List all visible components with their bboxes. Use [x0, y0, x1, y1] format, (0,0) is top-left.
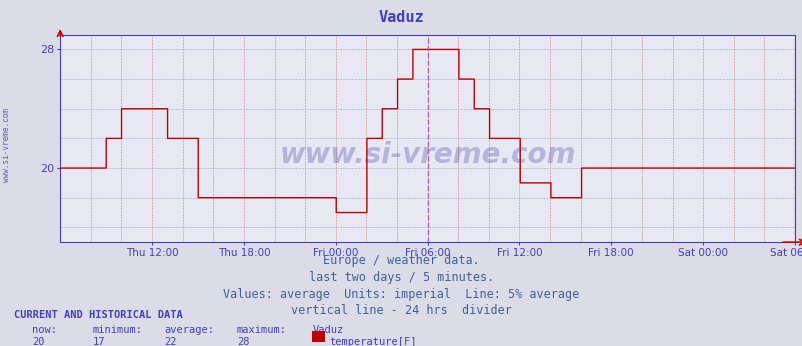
- Text: Vaduz: Vaduz: [313, 325, 344, 335]
- Text: www.si-vreme.com: www.si-vreme.com: [2, 108, 11, 182]
- Text: average:: average:: [164, 325, 214, 335]
- Text: Europe / weather data.: Europe / weather data.: [322, 254, 480, 267]
- Text: temperature[F]: temperature[F]: [329, 337, 416, 346]
- Text: CURRENT AND HISTORICAL DATA: CURRENT AND HISTORICAL DATA: [14, 310, 183, 320]
- Text: last two days / 5 minutes.: last two days / 5 minutes.: [309, 271, 493, 284]
- Text: Values: average  Units: imperial  Line: 5% average: Values: average Units: imperial Line: 5%…: [223, 288, 579, 301]
- Text: minimum:: minimum:: [92, 325, 142, 335]
- Text: now:: now:: [32, 325, 57, 335]
- Text: maximum:: maximum:: [237, 325, 286, 335]
- Text: 22: 22: [164, 337, 177, 346]
- Text: www.si-vreme.com: www.si-vreme.com: [279, 141, 575, 169]
- Text: 17: 17: [92, 337, 105, 346]
- Text: 28: 28: [237, 337, 249, 346]
- Text: vertical line - 24 hrs  divider: vertical line - 24 hrs divider: [290, 304, 512, 317]
- Text: Vaduz: Vaduz: [379, 10, 423, 25]
- Text: 20: 20: [32, 337, 45, 346]
